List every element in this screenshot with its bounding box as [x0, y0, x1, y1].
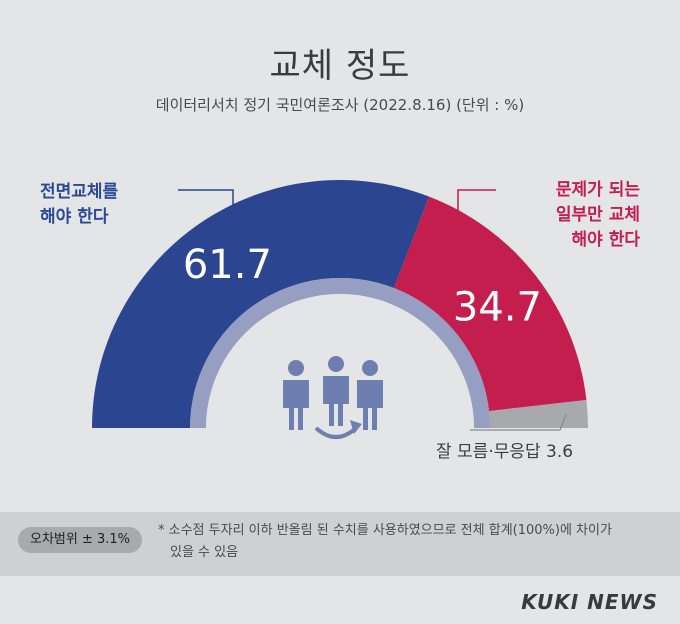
margin-of-error-badge: 오차범위 ± 3.1%: [18, 527, 143, 553]
label-partial-line2: 일부만 교체: [555, 205, 640, 225]
chart-title: 교체 정도: [269, 46, 411, 86]
chart-subtitle: 데이터리서치 정기 국민여론조사 (2022.8.16) (단위 : %): [155, 96, 525, 114]
slice-partial-replacement: [393, 196, 587, 412]
leader-line-full: [178, 189, 234, 206]
footnote-line2: 있을 수 있음: [170, 545, 239, 560]
label-full-replacement: 전면교체를 해야 한다: [40, 180, 210, 230]
leader-line-unknown: [470, 413, 567, 431]
slice-full-replacement: [92, 180, 430, 428]
inner-ring: [190, 278, 490, 428]
label-partial-replacement: 문제가 되는 일부만 교체 해야 한다: [490, 178, 640, 253]
people-icon: [283, 356, 383, 439]
footnote: * 소수점 두자리 이하 반올림 된 수치를 사용하였으므로 전체 합계(100…: [158, 520, 668, 564]
value-partial-replacement: 34.7: [453, 284, 542, 330]
half-donut-chart: 61.7 34.7: [92, 180, 588, 439]
brand-logo: KUKI NEWS: [521, 590, 658, 614]
label-full-line1: 전면교체를: [40, 182, 119, 202]
leader-line-partial: [457, 189, 496, 222]
label-partial-line1: 문제가 되는: [555, 180, 640, 200]
footnote-line1: * 소수점 두자리 이하 반올림 된 수치를 사용하였으므로 전체 합계(100…: [158, 523, 612, 538]
value-full-replacement: 61.7: [183, 242, 272, 288]
label-full-line2: 해야 한다: [40, 207, 109, 227]
label-unknown: 잘 모름·무응답 3.6: [436, 442, 574, 462]
label-partial-line3: 해야 한다: [571, 230, 640, 250]
